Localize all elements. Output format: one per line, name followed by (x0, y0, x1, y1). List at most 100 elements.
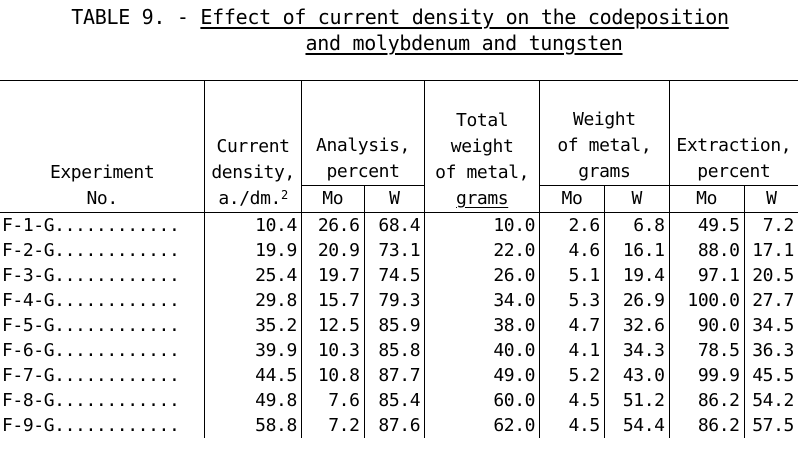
header-weight-metal-line1: Weight (573, 109, 636, 130)
cell-an-w: 85.9 (363, 313, 425, 338)
cell-ex-w: 7.2 (743, 212, 798, 238)
header-analysis-mo: Mo (300, 185, 365, 213)
header-total-weight-line3: of metal, (435, 162, 530, 183)
cell-tw: 26.0 (424, 263, 540, 288)
cell-tw: 38.0 (424, 313, 540, 338)
data-table: Experiment No. Current density, a./dm.2 … (0, 80, 798, 438)
header-analysis-line2: percent (326, 161, 400, 182)
header-experiment-no: No. (86, 188, 118, 209)
cell-tw: 62.0 (424, 413, 540, 438)
cell-ex-w: 36.3 (743, 338, 798, 363)
cell-ex-mo: 90.0 (668, 313, 745, 338)
table-row: F-9-G............ 58.8 7.2 87.6 62.0 4.5 54.4 8… (0, 413, 798, 438)
table-row: F-4-G............ 29.8 15.7 79.3 34.0 5.3 26.9… (0, 288, 798, 313)
cell-wm-mo: 5.2 (539, 363, 605, 388)
cell-an-mo: 7.2 (300, 413, 365, 438)
table-body: F-1-G............ 10.4 26.6 68.4 10.0 2.6 6.8 4… (0, 212, 798, 438)
cell-an-w: 73.1 (363, 238, 425, 263)
cell-ex-mo: 86.2 (668, 413, 745, 438)
cell-an-mo: 19.7 (300, 263, 365, 288)
cell-ex-mo: 99.9 (668, 363, 745, 388)
cell-tw: 22.0 (424, 238, 540, 263)
unit-superscript: 2 (280, 188, 288, 202)
cell-wm-w: 51.2 (603, 388, 670, 413)
table-row: F-3-G............ 25.4 19.7 74.5 26.0 5.1 19.4… (0, 263, 798, 288)
header-current-density-line1: Current (216, 136, 290, 157)
header-total-weight: Total weight of metal, grams (424, 80, 540, 213)
cell-an-w: 85.4 (363, 388, 425, 413)
header-analysis-line1: Analysis, (316, 135, 410, 156)
cell-wm-mo: 2.6 (539, 212, 605, 238)
cell-tw: 49.0 (424, 363, 540, 388)
cell-tw: 40.0 (424, 338, 540, 363)
header-weight-metal-line3: grams (578, 161, 631, 182)
cell-cd: 44.5 (204, 363, 302, 388)
cell-cd: 10.4 (204, 212, 302, 238)
cell-wm-w: 6.8 (603, 212, 670, 238)
cell-an-mo: 10.3 (300, 338, 365, 363)
header-total-weight-line1: Total (456, 110, 509, 131)
cell-an-mo: 10.8 (300, 363, 365, 388)
cell-cd: 35.2 (204, 313, 302, 338)
cell-ex-w: 34.5 (743, 313, 798, 338)
cell-an-mo: 15.7 (300, 288, 365, 313)
header-extraction-line2: percent (697, 161, 771, 182)
cell-an-mo: 12.5 (300, 313, 365, 338)
table-header: Experiment No. Current density, a./dm.2 … (0, 80, 798, 213)
cell-wm-mo: 4.5 (539, 413, 605, 438)
cell-wm-mo: 4.6 (539, 238, 605, 263)
cell-an-w: 74.5 (363, 263, 425, 288)
cell-exp: F-9-G............ (2, 415, 180, 436)
cell-cd: 25.4 (204, 263, 302, 288)
cell-an-mo: 20.9 (300, 238, 365, 263)
table-row: F-8-G............ 49.8 7.6 85.4 60.0 4.5 51.2 8… (0, 388, 798, 413)
cell-tw: 34.0 (424, 288, 540, 313)
table-row: F-5-G............ 35.2 12.5 85.9 38.0 4.7 32.6… (0, 313, 798, 338)
table-row: F-2-G............ 19.9 20.9 73.1 22.0 4.6 16.1… (0, 238, 798, 263)
cell-an-w: 68.4 (363, 212, 425, 238)
table-title-line1: Effect of current density on the codepos… (200, 5, 729, 29)
header-weight-w: W (603, 185, 670, 213)
header-extraction-mo: Mo (668, 185, 745, 213)
cell-ex-mo: 88.0 (668, 238, 745, 263)
cell-wm-mo: 4.1 (539, 338, 605, 363)
cell-ex-mo: 97.1 (668, 263, 745, 288)
header-weight-metal-line2: of metal, (557, 135, 652, 156)
cell-ex-w: 45.5 (743, 363, 798, 388)
header-current-density-line2: density, (211, 162, 295, 183)
cell-ex-mo: 78.5 (668, 338, 745, 363)
header-weight-mo: Mo (539, 185, 605, 213)
cell-an-mo: 7.6 (300, 388, 365, 413)
cell-wm-w: 43.0 (603, 363, 670, 388)
header-analysis-w: W (363, 185, 425, 213)
cell-an-w: 87.7 (363, 363, 425, 388)
cell-ex-w: 20.5 (743, 263, 798, 288)
cell-ex-mo: 100.0 (668, 288, 745, 313)
cell-cd: 49.8 (204, 388, 302, 413)
table-title: TABLE 9. - Effect of current density on … (0, 4, 800, 56)
cell-exp: F-6-G............ (2, 340, 180, 361)
header-extraction-w: W (743, 185, 798, 213)
cell-exp: F-7-G............ (2, 365, 180, 386)
cell-an-mo: 26.6 (300, 212, 365, 238)
cell-ex-mo: 86.2 (668, 388, 745, 413)
cell-an-w: 87.6 (363, 413, 425, 438)
cell-exp: F-8-G............ (2, 390, 180, 411)
cell-an-w: 85.8 (363, 338, 425, 363)
unit-text: a./dm. (218, 188, 281, 209)
cell-ex-w: 17.1 (743, 238, 798, 263)
cell-wm-w: 16.1 (603, 238, 670, 263)
cell-tw: 60.0 (424, 388, 540, 413)
cell-wm-mo: 5.3 (539, 288, 605, 313)
header-extraction: Extraction, percent (668, 80, 798, 186)
cell-cd: 39.9 (204, 338, 302, 363)
cell-wm-w: 19.4 (603, 263, 670, 288)
header-extraction-line1: Extraction, (676, 135, 792, 156)
table-title-line2: and molybdenum and tungsten (305, 31, 623, 55)
cell-ex-w: 27.7 (743, 288, 798, 313)
cell-exp: F-4-G............ (2, 290, 180, 311)
header-experiment-label: Experiment (49, 162, 155, 183)
cell-wm-mo: 4.5 (539, 388, 605, 413)
cell-wm-w: 34.3 (603, 338, 670, 363)
